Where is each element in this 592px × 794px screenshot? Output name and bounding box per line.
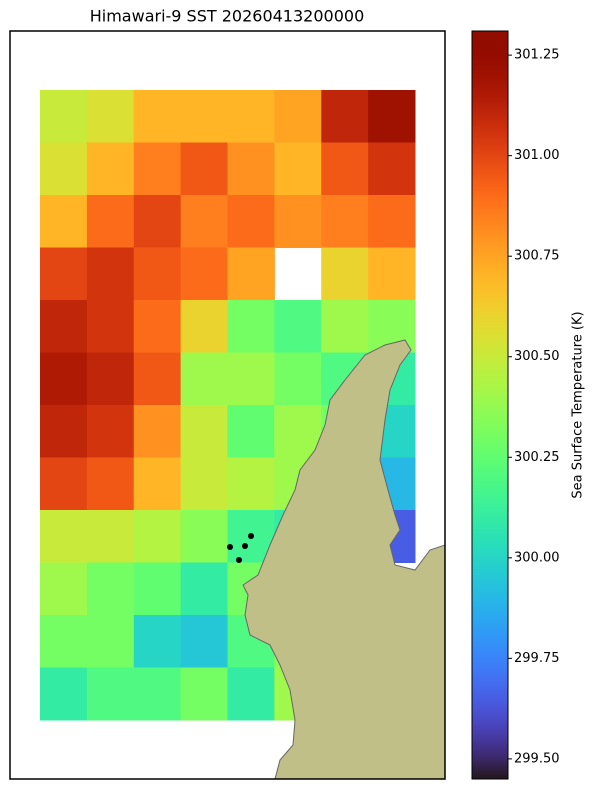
sst-cell [86,300,135,353]
colorbar-tick-label: 300.00 [514,550,560,565]
sst-cell [274,300,322,353]
colorbar-tick-label: 300.75 [514,249,560,264]
colorbar-tick-label: 299.75 [514,651,560,666]
sst-cell [180,667,228,721]
colorbar-tick-label: 299.50 [514,751,560,766]
sst-cell [180,300,228,353]
colorbar-tick-label: 300.25 [514,450,560,465]
sst-cell [133,405,182,458]
sst-cell [86,615,135,668]
sst-cell [274,142,322,196]
sst-cell [40,667,88,721]
sst-cell [321,300,369,353]
sst-cell [180,457,228,511]
sst-cell [133,247,182,301]
sst-cell [133,457,182,511]
sst-cell [40,352,88,406]
sst-cell [86,90,135,143]
sst-cell [368,142,416,196]
map-title: Himawari-9 SST 20260413200000 [90,7,365,26]
sst-cell [40,457,88,511]
sst-cell [180,352,228,406]
sst-cell [40,405,88,458]
colorbar-tick-label: 300.50 [514,349,560,364]
station [248,533,254,539]
sst-cell [133,667,182,721]
sst-cell [40,247,88,301]
sst-cell [180,405,228,458]
sst-cell [227,667,275,721]
station [236,557,242,563]
sst-cell [227,247,275,301]
sst-cell [180,247,228,301]
sst-cell [86,510,135,563]
sst-cell [227,195,275,248]
sst-cell [40,90,88,143]
sst-cell [227,405,275,458]
sst-cell [368,195,416,248]
sst-cell [321,247,369,301]
colorbar-label: Sea Surface Temperature (K) [571,311,586,498]
map-frame [9,30,446,780]
sst-cell [86,195,135,248]
sst-cell [133,142,182,196]
sst-cell [86,562,135,616]
sst-cell [40,510,88,563]
sst-cell [133,195,182,248]
sst-cell [86,247,135,301]
sst-cell [86,142,135,196]
sst-cell [86,405,135,458]
sst-cell [227,457,275,511]
sst-cell [40,142,88,196]
sst-cell [321,142,369,196]
sst-cell [180,90,228,143]
sst-cell [40,615,88,668]
sst-cell [86,352,135,406]
colorbar [471,30,509,780]
sst-cell [180,562,228,616]
sst-cell [274,195,322,248]
sst-cell [180,142,228,196]
colorbar-tick-label: 301.25 [514,48,560,63]
sst-cell [133,300,182,353]
sst-cell [274,352,322,406]
sst-cell [227,300,275,353]
sst-cell [40,195,88,248]
sst-cell [227,90,275,143]
sst-cell [274,405,322,458]
sst-cell [368,247,416,301]
sst-cell [180,195,228,248]
sst-cell [86,667,135,721]
sst-cell [368,90,416,143]
sst-cell [133,562,182,616]
sst-cell [133,510,182,563]
sst-cell [40,562,88,616]
sst-cell [86,457,135,511]
station [242,543,248,549]
station-markers [227,533,254,563]
sst-cell [227,142,275,196]
sst-cell [133,90,182,143]
sst-cell [133,615,182,668]
sst-cell [321,90,369,143]
land [242,339,445,779]
station [227,544,233,550]
sst-cell [227,352,275,406]
sst-cell [274,90,322,143]
sst-cell [40,300,88,353]
sst-cell [180,510,228,563]
colorbar-tick-label: 301.00 [514,148,560,163]
sst-cell [321,195,369,248]
sst-cell [180,615,228,668]
sst-cell [133,352,182,406]
